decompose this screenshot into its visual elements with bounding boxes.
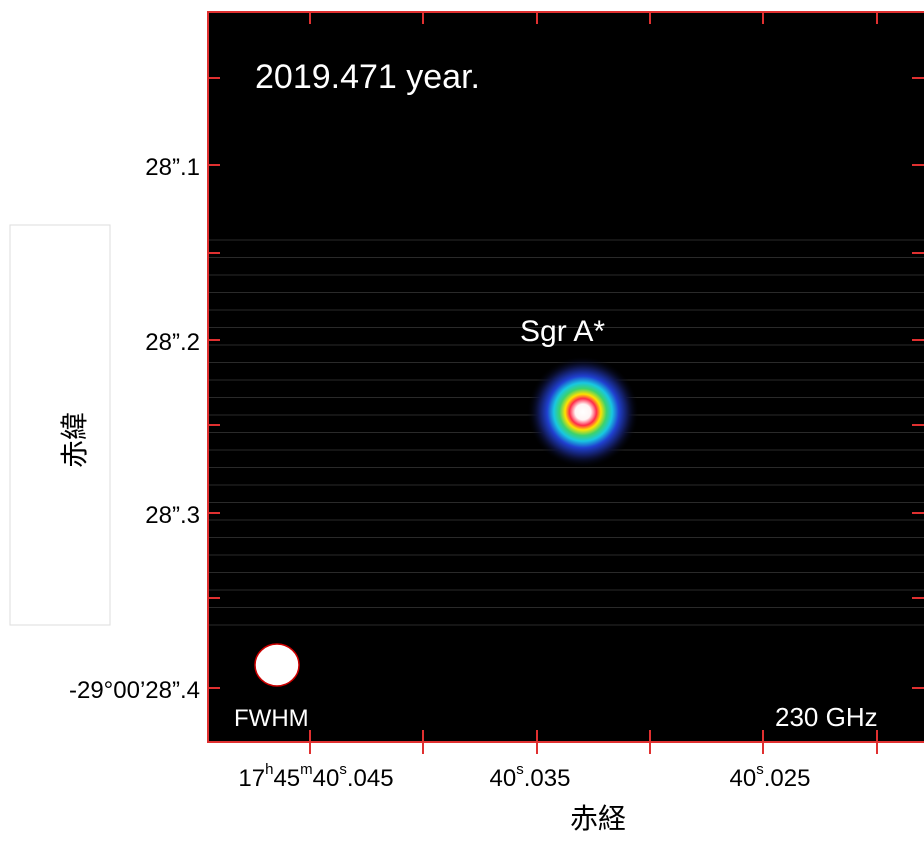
x-tick-label: 40s.035 — [490, 761, 571, 792]
y-tick-label: 28”.2 — [145, 329, 200, 356]
frequency-label: 230 GHz — [775, 702, 878, 732]
x-tick-label: 40s.025 — [730, 761, 811, 792]
beam-ellipse — [255, 644, 299, 686]
x-tick-label: 17h45m40s.045 — [238, 761, 393, 792]
x-axis-label: 赤経 — [570, 803, 626, 834]
y-tick-label: 28”.3 — [145, 502, 200, 529]
y-tick-label: 28”.1 — [145, 154, 200, 181]
source-emission — [527, 356, 639, 468]
epoch-label: 2019.471 year. — [255, 58, 480, 96]
source-label: Sgr A* — [520, 315, 605, 348]
y-tick-label: -29°00’28”.4 — [69, 677, 200, 704]
y-axis-label: 赤緯 — [59, 412, 90, 468]
figure: 2019.471 year. Sgr A* FWHM 230 GHz 28”.1… — [0, 0, 924, 837]
beam-label: FWHM — [234, 705, 309, 732]
page: {"title": "2019.471 year.", "source_labe… — [0, 0, 924, 837]
